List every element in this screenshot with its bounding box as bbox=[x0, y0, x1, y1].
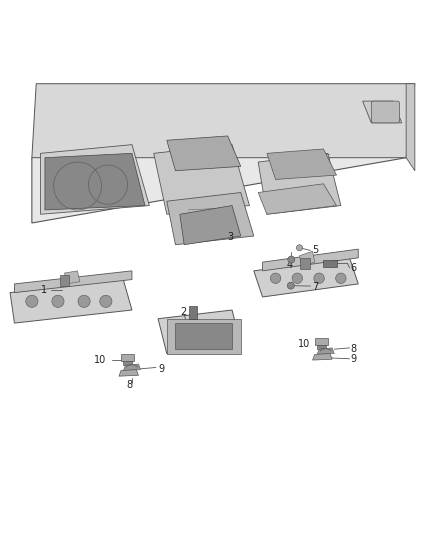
Polygon shape bbox=[323, 260, 336, 266]
Polygon shape bbox=[158, 310, 241, 353]
Circle shape bbox=[288, 256, 295, 263]
Circle shape bbox=[314, 273, 324, 284]
Text: 10: 10 bbox=[298, 339, 311, 349]
Polygon shape bbox=[258, 154, 341, 214]
Polygon shape bbox=[10, 279, 132, 323]
Text: 3: 3 bbox=[228, 232, 234, 243]
Polygon shape bbox=[14, 271, 132, 293]
Text: 8: 8 bbox=[351, 344, 357, 354]
Polygon shape bbox=[41, 144, 149, 214]
Polygon shape bbox=[188, 305, 197, 319]
Polygon shape bbox=[267, 149, 336, 180]
Polygon shape bbox=[121, 354, 134, 361]
Circle shape bbox=[270, 273, 281, 284]
Polygon shape bbox=[254, 258, 358, 297]
Circle shape bbox=[292, 273, 303, 284]
Polygon shape bbox=[167, 136, 241, 171]
Circle shape bbox=[287, 282, 294, 289]
Polygon shape bbox=[258, 184, 336, 214]
Polygon shape bbox=[300, 258, 311, 269]
Circle shape bbox=[297, 245, 303, 251]
Circle shape bbox=[52, 295, 64, 308]
Text: 9: 9 bbox=[351, 354, 357, 364]
Polygon shape bbox=[167, 319, 241, 353]
Text: 8: 8 bbox=[127, 380, 133, 390]
Text: 2: 2 bbox=[180, 307, 186, 317]
Circle shape bbox=[26, 295, 38, 308]
FancyBboxPatch shape bbox=[371, 101, 399, 123]
Polygon shape bbox=[60, 275, 69, 286]
Polygon shape bbox=[123, 361, 132, 365]
Polygon shape bbox=[300, 251, 315, 266]
Polygon shape bbox=[64, 271, 80, 284]
Polygon shape bbox=[317, 345, 325, 349]
Circle shape bbox=[336, 273, 346, 284]
Polygon shape bbox=[123, 364, 141, 371]
Text: 10: 10 bbox=[94, 355, 106, 365]
Text: 1: 1 bbox=[41, 286, 47, 295]
Circle shape bbox=[100, 295, 112, 308]
Polygon shape bbox=[154, 144, 250, 214]
Polygon shape bbox=[119, 370, 138, 376]
Text: 5: 5 bbox=[312, 245, 318, 255]
Polygon shape bbox=[45, 154, 145, 210]
Polygon shape bbox=[363, 101, 402, 123]
Text: 7: 7 bbox=[312, 281, 318, 292]
Polygon shape bbox=[406, 84, 415, 171]
Polygon shape bbox=[32, 84, 415, 158]
Text: 9: 9 bbox=[158, 364, 164, 374]
Polygon shape bbox=[180, 206, 241, 245]
Text: 6: 6 bbox=[351, 263, 357, 273]
Circle shape bbox=[78, 295, 90, 308]
Polygon shape bbox=[262, 249, 358, 271]
Polygon shape bbox=[167, 192, 254, 245]
Polygon shape bbox=[317, 348, 334, 355]
Polygon shape bbox=[32, 101, 406, 223]
Polygon shape bbox=[313, 353, 332, 360]
Polygon shape bbox=[315, 338, 328, 345]
Polygon shape bbox=[176, 323, 232, 349]
Text: 4: 4 bbox=[286, 260, 293, 270]
